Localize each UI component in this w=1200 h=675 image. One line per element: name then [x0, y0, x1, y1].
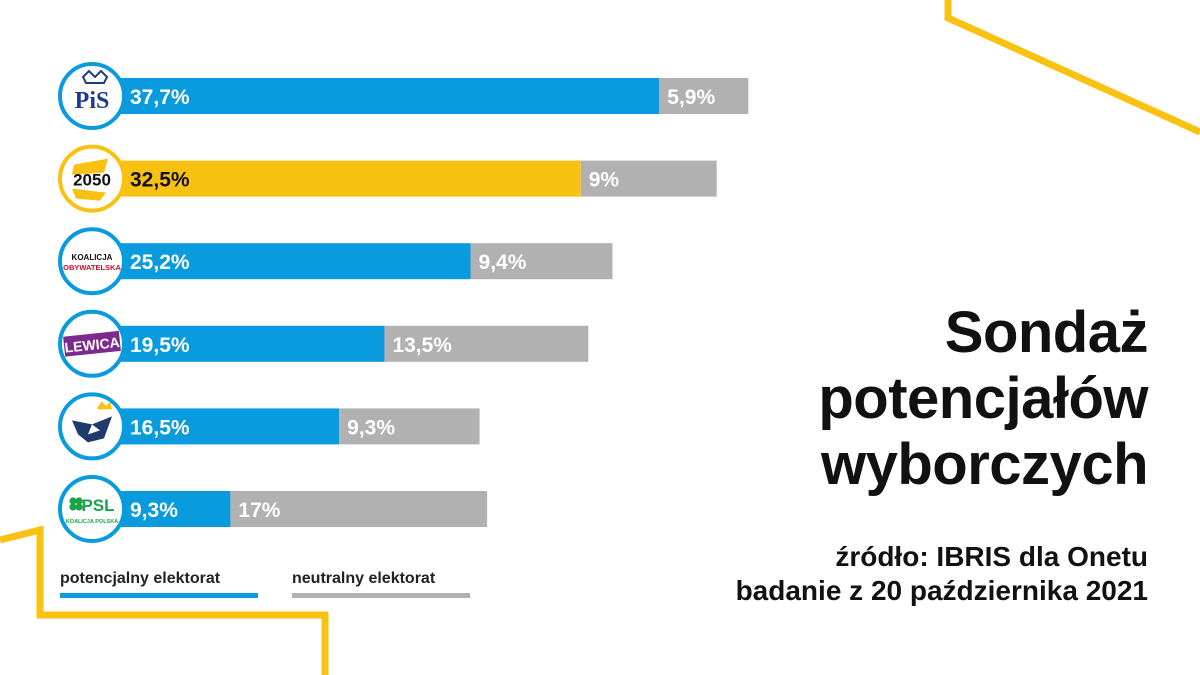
logo-label-lewica: LEWICA [64, 334, 121, 356]
data-label-neutral-0: 5,9% [667, 86, 715, 109]
logo-circle-0 [58, 62, 126, 130]
data-label-potential-3: 19,5% [130, 334, 190, 357]
logo-label-pis: PiS [75, 88, 110, 114]
logo-label-ko-2: OBYWATELSKA [63, 263, 121, 272]
logo-subtext-psl: KOALICJA POLSKA [66, 519, 118, 525]
bar-neutral-0 [659, 78, 749, 114]
crown-icon [81, 69, 109, 84]
logo-label-ko-1: KOALICJA [72, 253, 113, 262]
flag-shape-top [72, 158, 108, 175]
bar-neutral-1 [580, 160, 717, 197]
legend-swatch-neutral [292, 593, 470, 598]
logo-label-psl: PSL [81, 496, 114, 515]
data-label-neutral-2: 9,4% [479, 251, 527, 274]
clover-leaf-0 [69, 497, 77, 505]
source-line-2: badanie z 20 października 2021 [735, 575, 1148, 606]
clover-leaf-1 [75, 497, 83, 505]
lewica-badge [63, 330, 121, 357]
polska-2050-logo: 2050 [58, 144, 126, 213]
logo-label-2050: 2050 [73, 171, 111, 190]
title-line-2: potencjałów [818, 366, 1148, 431]
legend-item-neutral: neutralny elektorat [292, 570, 470, 600]
title-line-3: wyborczych [821, 432, 1149, 497]
bar-neutral-3 [384, 325, 589, 362]
bar-potential-4 [90, 408, 340, 445]
bar-neutral-4 [339, 408, 480, 445]
flag-shape-bottom [72, 188, 106, 201]
eagle-wing-highlight [88, 424, 100, 435]
clover-leaf-2 [69, 503, 77, 511]
data-label-neutral-1: 9% [589, 169, 620, 192]
data-label-neutral-5: 17% [238, 499, 280, 522]
bar-group: 37,7% 5,9% 32,5% 9% 25,2% 9,4% 19,5% 13,5% 16,5%… [90, 78, 749, 527]
data-label-potential-2: 25,2% [130, 251, 190, 274]
source-note: źródło: IBRIS dla Onetu badanie z 20 paź… [548, 540, 1148, 608]
data-label-potential-1: 32,5% [130, 169, 190, 192]
pis-logo: PiS [58, 62, 126, 130]
data-label-neutral-4: 9,3% [347, 416, 395, 439]
lewica-logo: LEWICA [58, 309, 126, 378]
konfederacja-eagle-logo [58, 392, 126, 461]
bar-neutral-5 [230, 491, 488, 527]
bar-potential-1 [90, 160, 581, 197]
title-line-1: Sondaż [944, 300, 1149, 365]
clover-leaf-3 [75, 503, 83, 511]
bar-neutral-2 [470, 243, 613, 280]
legend-item-potential: potencjalny elektorat [60, 570, 258, 600]
logo-circle-5 [58, 475, 126, 543]
legend-label-neutral: neutralny elektorat [292, 570, 436, 587]
data-label-neutral-3: 13,5% [392, 334, 452, 357]
bar-potential-0 [90, 78, 660, 114]
data-label-potential-5: 9,3% [130, 499, 178, 522]
decor-line-top-right [944, 0, 1200, 136]
legend-label-potential: potencjalny elektorat [60, 570, 221, 587]
psl-logo: PSL KOALICJA POLSKA [58, 475, 126, 543]
chart-title: Sondaż potencjałów wyborczych [628, 300, 1148, 498]
bar-potential-2 [90, 243, 471, 280]
data-label-potential-0: 37,7% [130, 86, 190, 109]
decor-line-bottom-left [0, 525, 329, 675]
crown-icon [98, 401, 112, 410]
data-label-potential-4: 16,5% [130, 416, 190, 439]
bar-potential-3 [90, 325, 385, 362]
legend-swatch-potential [60, 593, 258, 598]
logo-circle-2 [58, 227, 126, 296]
source-line-1: źródło: IBRIS dla Onetu [835, 541, 1148, 572]
